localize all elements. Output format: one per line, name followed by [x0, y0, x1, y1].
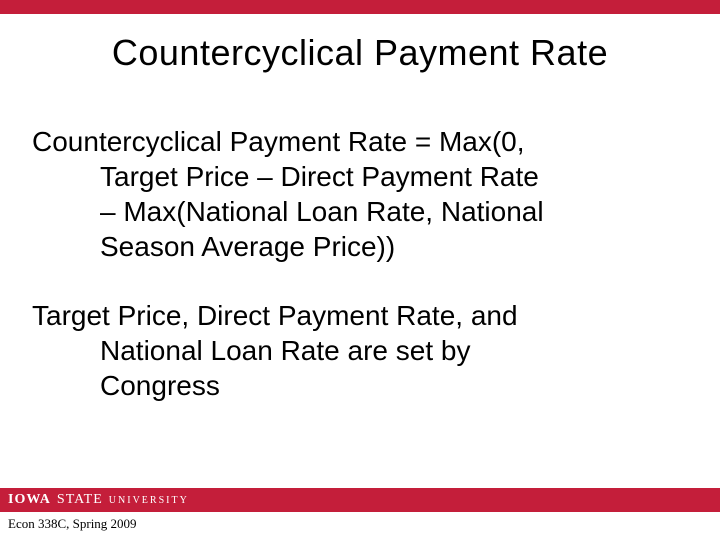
formula-line-4: Season Average Price)): [32, 229, 680, 264]
formula-line-1: Countercyclical Payment Rate = Max(0,: [32, 126, 525, 157]
formula-line-2: Target Price – Direct Payment Rate: [32, 159, 680, 194]
note-line-2: National Loan Rate are set by: [32, 333, 680, 368]
note-line-3: Congress: [32, 368, 680, 403]
logo-state: STATE: [57, 492, 103, 508]
logo-university: UNIVERSITY: [109, 495, 189, 506]
top-accent-bar: [0, 0, 720, 14]
formula-paragraph: Countercyclical Payment Rate = Max(0, Ta…: [32, 124, 680, 264]
note-line-1: Target Price, Direct Payment Rate, and: [32, 300, 518, 331]
formula-line-3: – Max(National Loan Rate, National: [32, 194, 680, 229]
slide-body: Countercyclical Payment Rate = Max(0, Ta…: [0, 124, 720, 403]
logo-iowa: IOWA: [8, 492, 51, 508]
university-logo: IOWA STATE UNIVERSITY: [8, 492, 189, 508]
footer-bar: IOWA STATE UNIVERSITY: [0, 488, 720, 512]
slide-title: Countercyclical Payment Rate: [0, 32, 720, 74]
note-paragraph: Target Price, Direct Payment Rate, and N…: [32, 298, 680, 403]
course-info: Econ 338C, Spring 2009: [8, 516, 137, 532]
